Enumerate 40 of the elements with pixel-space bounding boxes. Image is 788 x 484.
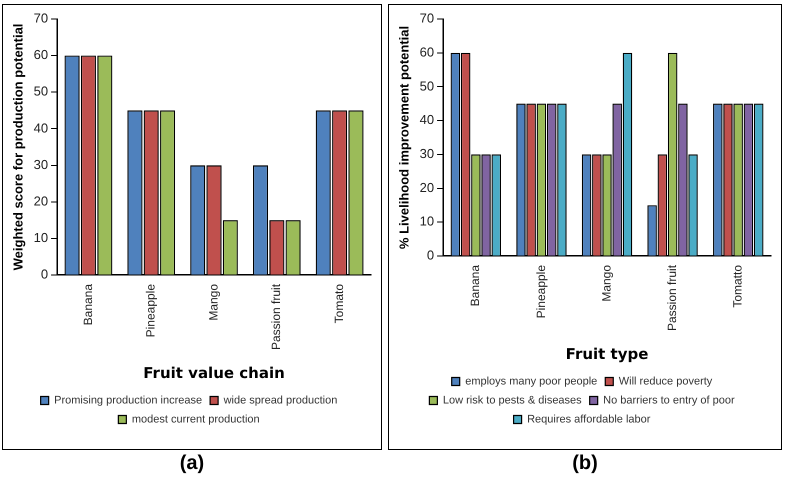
x-tick-label: Pineapple — [534, 264, 548, 318]
legend-label: No barriers to entry of poor — [603, 394, 735, 407]
x-tick-label: Passion fruit — [269, 283, 284, 350]
y-tick-label: 70 — [34, 10, 48, 26]
x-tick-label: Banana — [468, 264, 482, 306]
x-tick-label: Mango — [206, 284, 220, 321]
legend-label: employs many poor people — [465, 376, 598, 388]
text: (b) — [572, 452, 598, 475]
x-axis-title: Fruit type — [566, 344, 648, 363]
legend-label: Promising production increase — [54, 394, 202, 407]
y-tick-label: 70 — [420, 10, 434, 26]
x-tick-label: Tomato — [332, 284, 346, 324]
y-tick-label: 30 — [34, 156, 48, 172]
legend-label: Requires affordable labor — [527, 414, 651, 426]
y-tick-label: 0 — [426, 248, 434, 263]
legend-label: modest current production — [132, 414, 260, 426]
y-tick-label: 10 — [420, 214, 434, 229]
x-tick-label: Banana — [80, 284, 95, 326]
x-tick-label: Passion fruit — [664, 264, 679, 331]
x-axis-title: Fruit value chain — [143, 364, 285, 382]
y-axis-title: Weighted score for production potential — [10, 24, 26, 270]
legend-label: Low risk to pests & diseases — [442, 394, 582, 407]
x-tick-label: Pineapple — [144, 284, 158, 338]
text: (a) — [180, 452, 204, 475]
y-tick-label: 20 — [420, 180, 434, 195]
y-tick-label: 50 — [34, 84, 48, 99]
y-tick-label: 60 — [34, 47, 48, 62]
y-tick-label: 40 — [34, 120, 48, 136]
legend-label: wide spread production — [222, 394, 338, 407]
x-tick-label: Tomatto — [730, 264, 745, 308]
legend-label: Will reduce poverty — [618, 376, 713, 388]
y-tick-label: 10 — [34, 230, 48, 245]
y-tick-label: 40 — [420, 112, 434, 128]
y-axis-title: % Livelihood improvement potential — [396, 26, 412, 250]
y-tick-label: 0 — [40, 266, 48, 282]
y-tick-label: 20 — [34, 193, 48, 208]
y-tick-label: 30 — [420, 146, 434, 161]
y-tick-label: 50 — [420, 78, 434, 94]
y-tick-label: 60 — [420, 44, 434, 60]
x-tick-label: Mango — [599, 264, 614, 302]
